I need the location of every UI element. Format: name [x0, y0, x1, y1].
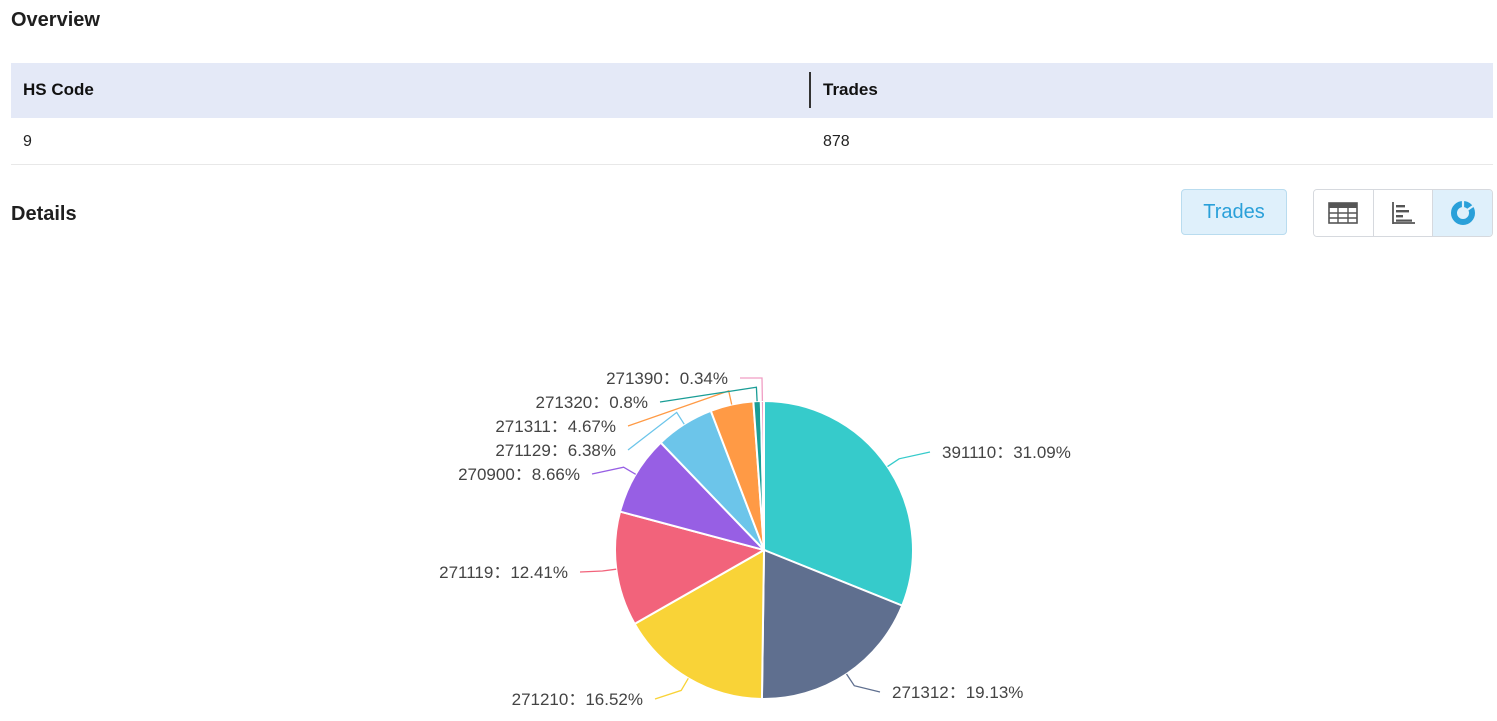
- table-row: 9 878: [11, 118, 1493, 165]
- leader-line-271320: [659, 386, 758, 403]
- slice-label-271390: 271390：0.34%: [606, 369, 728, 388]
- slice-label-271129: 271129：6.38%: [495, 441, 616, 460]
- leader-line-270900: [591, 466, 637, 475]
- leader-line-391110: [887, 451, 931, 468]
- table-header: HS Code Trades: [11, 63, 1493, 118]
- leader-line-271119: [579, 568, 617, 573]
- slice-label-270900: 270900：8.66%: [458, 465, 580, 484]
- pie-slice-391110[interactable]: [763, 399, 914, 607]
- leader-line-271312: [845, 673, 881, 693]
- slice-label-391110: 391110：31.09%: [942, 443, 1071, 462]
- donut-chart-icon: [1450, 201, 1475, 225]
- slice-label-271210: 271210：16.52%: [512, 690, 643, 709]
- bar-view-button[interactable]: [1372, 190, 1433, 236]
- column-header-trades: Trades: [823, 80, 878, 99]
- pie-slice-271390[interactable]: [759, 399, 765, 551]
- leader-line-271390: [740, 377, 764, 402]
- slice-label-271320: 271320：0.8%: [536, 393, 648, 412]
- bar-chart-icon: [1392, 202, 1415, 224]
- trades-metric-button[interactable]: Trades: [1181, 189, 1287, 235]
- column-header-hs-code: HS Code: [23, 80, 94, 99]
- overview-table: HS Code Trades 9 878: [11, 63, 1493, 165]
- slice-label-271311: 271311：4.67%: [495, 417, 616, 436]
- column-resize-handle[interactable]: [809, 72, 811, 108]
- details-title: Details: [11, 203, 77, 225]
- pie-chart: 391110：31.09% 271312：19.13% 271210：16.52% 2…: [439, 369, 1071, 709]
- pie-slice-271119[interactable]: [614, 510, 767, 626]
- pie-view-button[interactable]: [1432, 190, 1492, 236]
- table-icon: [1328, 202, 1359, 224]
- view-switcher: [1313, 189, 1493, 237]
- slice-label-271119: 271119：12.41%: [439, 563, 568, 582]
- cell-trades: 878: [823, 133, 850, 150]
- leader-line-271210: [654, 677, 689, 700]
- table-view-button[interactable]: [1314, 190, 1373, 236]
- overview-title: Overview: [11, 9, 100, 31]
- slice-label-271312: 271312：19.13%: [892, 683, 1023, 702]
- cell-hs-code: 9: [23, 133, 32, 150]
- leader-line-271129: [627, 411, 685, 451]
